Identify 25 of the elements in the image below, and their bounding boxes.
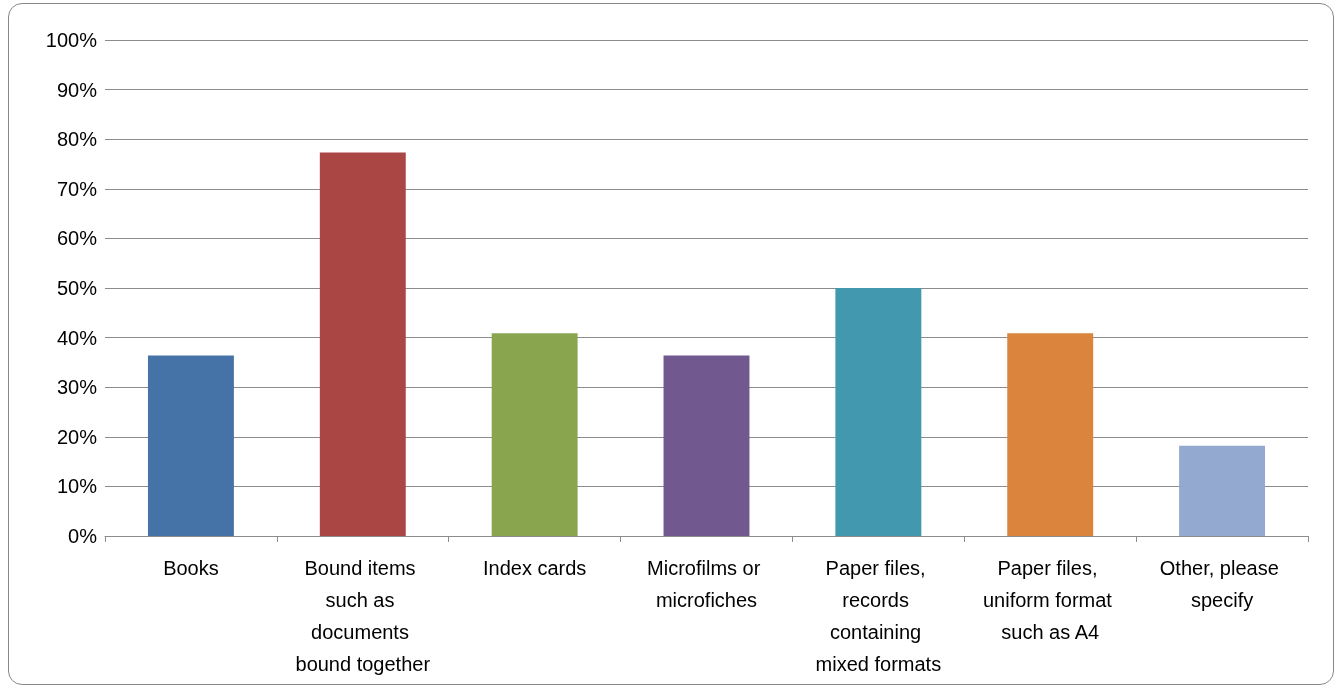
y-tick-label: 10%: [56, 475, 98, 498]
bar: [1179, 445, 1266, 536]
x-tick-label: Microfilms or microfiches: [647, 557, 766, 611]
y-tick-label: 50%: [56, 277, 98, 299]
y-tick-label: 70%: [56, 177, 98, 200]
x-tick-label: Index cards: [482, 557, 587, 579]
x-tick-label: Paper files, uniform format such as A4: [982, 557, 1118, 643]
y-tick-label: 90%: [56, 78, 98, 101]
y-tick-label: 40%: [56, 326, 98, 349]
bar: [319, 152, 406, 536]
x-tick-label: Paper files, records containing mixed formats: [815, 557, 942, 675]
y-tick-label: 20%: [56, 425, 98, 448]
y-tick-label: 0%: [68, 525, 98, 547]
x-tick-label: Other, please specify: [1159, 557, 1285, 611]
bar: [1007, 333, 1094, 536]
y-tick-label: 30%: [56, 376, 98, 399]
bar: [147, 355, 234, 536]
bar: [835, 288, 922, 536]
x-tick-label: Bound items such as documents bound together: [295, 557, 431, 675]
y-tick-label: 60%: [56, 227, 98, 250]
y-tick-label: 100%: [45, 29, 98, 51]
y-tick-label: 80%: [56, 128, 98, 151]
bar: [491, 333, 578, 536]
bar: [663, 355, 750, 536]
x-tick-label: Books: [163, 557, 219, 579]
